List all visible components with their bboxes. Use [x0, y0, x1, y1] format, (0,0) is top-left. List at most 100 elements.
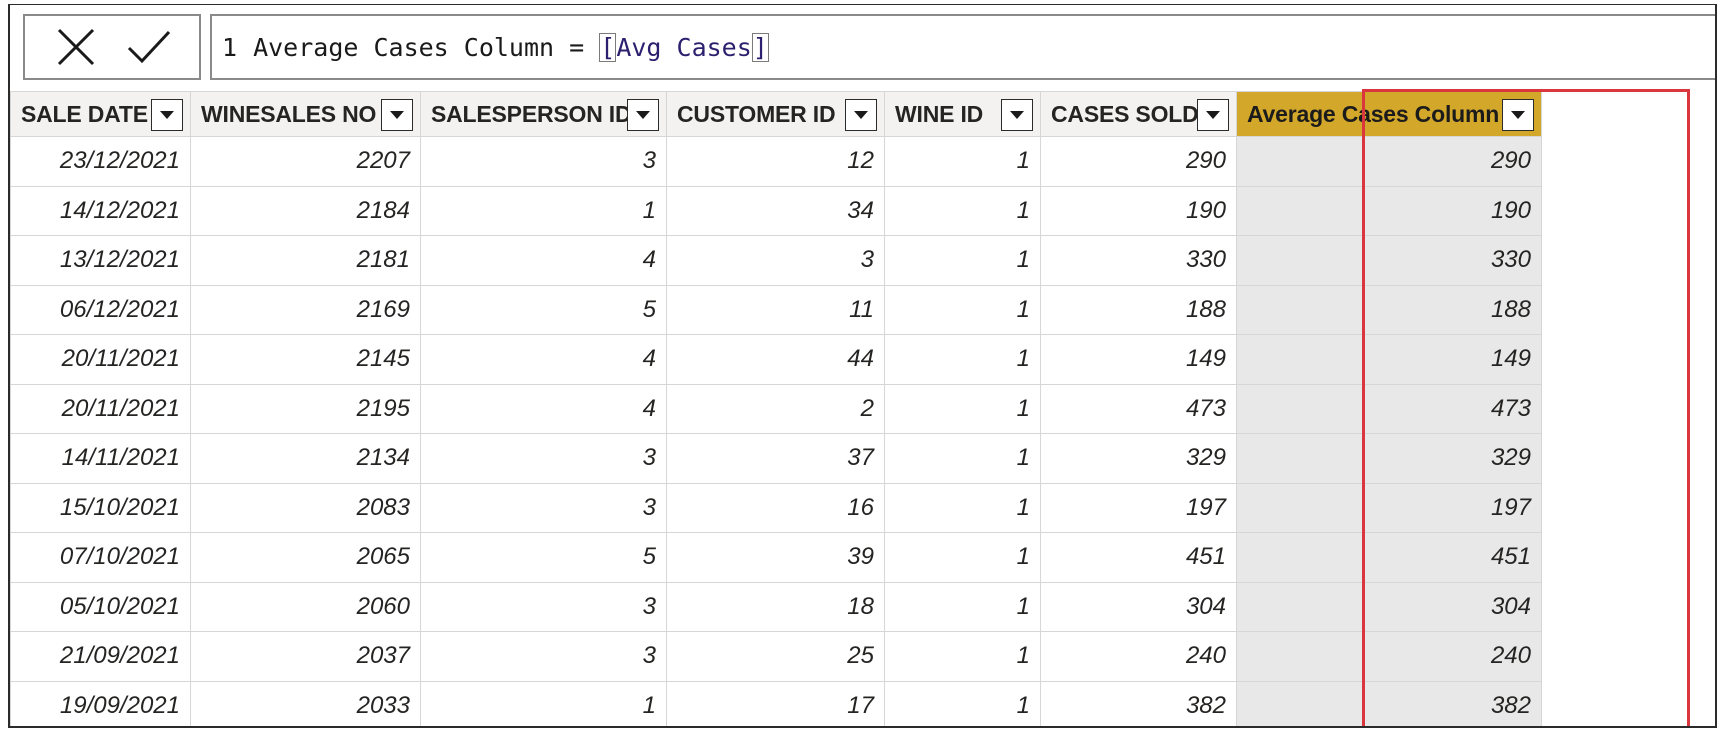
table-cell[interactable]: 190 [1040, 185, 1237, 236]
chevron-down-icon[interactable] [1197, 99, 1229, 131]
table-cell[interactable]: 1 [884, 235, 1041, 286]
table-cell[interactable]: 304 [1040, 581, 1237, 632]
table-cell[interactable]: 20/11/2021 [10, 334, 191, 385]
column-header-cases-sold[interactable]: CASES SOLD [1040, 91, 1237, 137]
table-cell[interactable]: 34 [666, 185, 885, 236]
table-cell[interactable]: 19/09/2021 [10, 680, 191, 726]
table-cell[interactable]: 37 [666, 433, 885, 484]
table-cell[interactable]: 3 [666, 235, 885, 286]
check-icon[interactable] [123, 21, 175, 73]
table-cell[interactable]: 2195 [190, 383, 421, 434]
table-cell[interactable]: 1 [884, 581, 1041, 632]
table-cell[interactable]: 14/12/2021 [10, 185, 191, 236]
table-cell[interactable]: 304 [1236, 581, 1542, 632]
close-icon[interactable] [50, 21, 102, 73]
chevron-down-icon[interactable] [151, 99, 183, 131]
table-cell[interactable]: 1 [884, 136, 1041, 187]
table-cell[interactable]: 1 [884, 532, 1041, 583]
column-header-customer-id[interactable]: CUSTOMER ID [666, 91, 885, 137]
table-cell[interactable]: 2065 [190, 532, 421, 583]
table-cell[interactable]: 2181 [190, 235, 421, 286]
table-cell[interactable]: 1 [884, 383, 1041, 434]
table-cell[interactable]: 1 [420, 185, 667, 236]
table-cell[interactable]: 39 [666, 532, 885, 583]
column-header-winesales-no[interactable]: WINESALES NO [190, 91, 421, 137]
table-cell[interactable]: 330 [1040, 235, 1237, 286]
table-cell[interactable]: 197 [1040, 482, 1237, 533]
table-cell[interactable]: 2134 [190, 433, 421, 484]
table-cell[interactable]: 25 [666, 631, 885, 682]
table-cell[interactable]: 17 [666, 680, 885, 726]
table-cell[interactable]: 44 [666, 334, 885, 385]
table-cell[interactable]: 3 [420, 581, 667, 632]
table-cell[interactable]: 290 [1236, 136, 1542, 187]
table-cell[interactable]: 2207 [190, 136, 421, 187]
column-header-sale-date[interactable]: SALE DATE [10, 91, 191, 137]
table-cell[interactable]: 1 [884, 185, 1041, 236]
table-cell[interactable]: 14/11/2021 [10, 433, 191, 484]
table-cell[interactable]: 15/10/2021 [10, 482, 191, 533]
table-cell[interactable]: 3 [420, 482, 667, 533]
table-cell[interactable]: 451 [1040, 532, 1237, 583]
table-cell[interactable]: 3 [420, 136, 667, 187]
table-cell[interactable]: 5 [420, 532, 667, 583]
table-cell[interactable]: 2033 [190, 680, 421, 726]
table-cell[interactable]: 188 [1236, 284, 1542, 335]
chevron-down-icon[interactable] [1502, 99, 1534, 131]
table-cell[interactable]: 329 [1236, 433, 1542, 484]
table-cell[interactable]: 06/12/2021 [10, 284, 191, 335]
table-cell[interactable]: 1 [420, 680, 667, 726]
table-cell[interactable]: 4 [420, 235, 667, 286]
table-cell[interactable]: 16 [666, 482, 885, 533]
table-cell[interactable]: 13/12/2021 [10, 235, 191, 286]
table-cell[interactable]: 5 [420, 284, 667, 335]
table-cell[interactable]: 473 [1236, 383, 1542, 434]
table-cell[interactable]: 21/09/2021 [10, 631, 191, 682]
table-cell[interactable]: 2184 [190, 185, 421, 236]
table-cell[interactable]: 4 [420, 334, 667, 385]
table-cell[interactable]: 451 [1236, 532, 1542, 583]
table-cell[interactable]: 188 [1040, 284, 1237, 335]
table-cell[interactable]: 330 [1236, 235, 1542, 286]
table-cell[interactable]: 4 [420, 383, 667, 434]
table-cell[interactable]: 18 [666, 581, 885, 632]
column-header-wine-id[interactable]: WINE ID [884, 91, 1041, 137]
chevron-down-icon[interactable] [845, 99, 877, 131]
table-cell[interactable]: 1 [884, 631, 1041, 682]
table-cell[interactable]: 3 [420, 631, 667, 682]
table-cell[interactable]: 23/12/2021 [10, 136, 191, 187]
table-cell[interactable]: 2145 [190, 334, 421, 385]
table-cell[interactable]: 2 [666, 383, 885, 434]
column-header-salesperson-id[interactable]: SALESPERSON ID [420, 91, 667, 137]
table-cell[interactable]: 1 [884, 284, 1041, 335]
table-cell[interactable]: 1 [884, 482, 1041, 533]
column-header-average-cases-column[interactable]: Average Cases Column [1236, 91, 1542, 137]
table-cell[interactable]: 2060 [190, 581, 421, 632]
table-cell[interactable]: 149 [1236, 334, 1542, 385]
table-cell[interactable]: 149 [1040, 334, 1237, 385]
table-cell[interactable]: 240 [1040, 631, 1237, 682]
table-cell[interactable]: 240 [1236, 631, 1542, 682]
table-cell[interactable]: 1 [884, 680, 1041, 726]
table-cell[interactable]: 20/11/2021 [10, 383, 191, 434]
table-cell[interactable]: 329 [1040, 433, 1237, 484]
table-cell[interactable]: 11 [666, 284, 885, 335]
table-cell[interactable]: 382 [1236, 680, 1542, 726]
table-cell[interactable]: 2037 [190, 631, 421, 682]
table-cell[interactable]: 12 [666, 136, 885, 187]
table-cell[interactable]: 05/10/2021 [10, 581, 191, 632]
table-cell[interactable]: 290 [1040, 136, 1237, 187]
table-cell[interactable]: 2169 [190, 284, 421, 335]
formula-input[interactable]: 1 Average Cases Column = [Avg Cases] [210, 14, 1715, 80]
table-cell[interactable]: 3 [420, 433, 667, 484]
table-cell[interactable]: 197 [1236, 482, 1542, 533]
table-cell[interactable]: 07/10/2021 [10, 532, 191, 583]
table-cell[interactable]: 382 [1040, 680, 1237, 726]
table-cell[interactable]: 2083 [190, 482, 421, 533]
table-cell[interactable]: 473 [1040, 383, 1237, 434]
chevron-down-icon[interactable] [627, 99, 659, 131]
table-cell[interactable]: 1 [884, 433, 1041, 484]
table-cell[interactable]: 1 [884, 334, 1041, 385]
table-cell[interactable]: 190 [1236, 185, 1542, 236]
chevron-down-icon[interactable] [381, 99, 413, 131]
